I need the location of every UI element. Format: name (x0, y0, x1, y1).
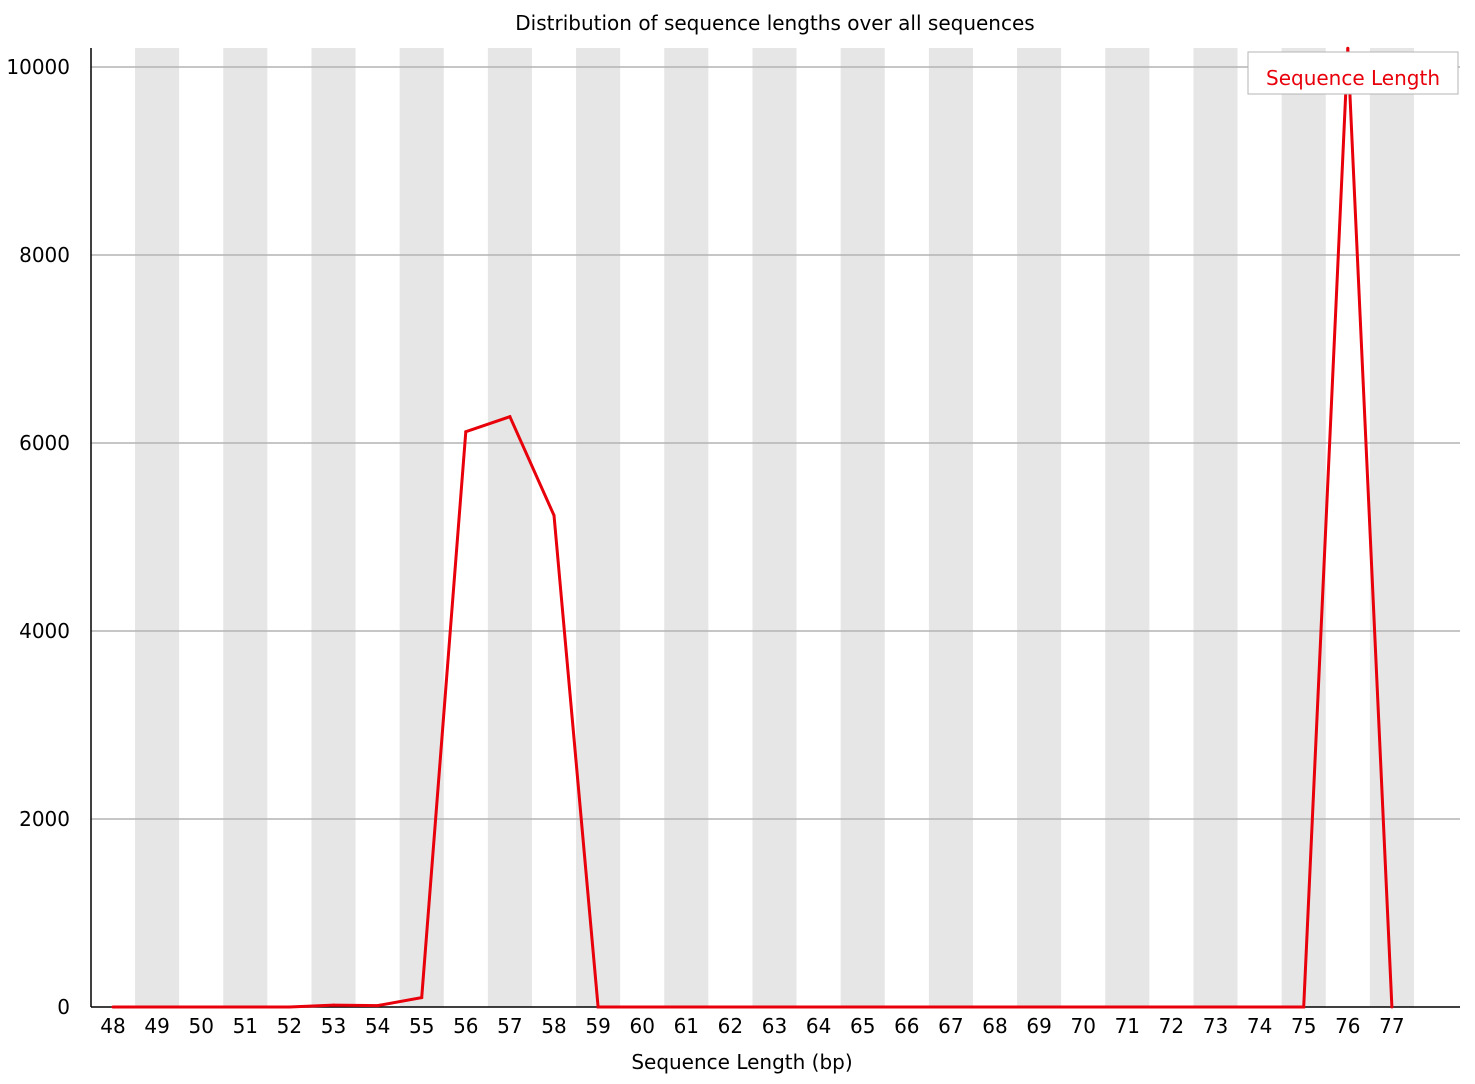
data-point-53 (332, 1003, 335, 1007)
data-point-62 (728, 1005, 732, 1009)
data-point-57 (508, 415, 512, 419)
x-tick-label-62: 62 (718, 1014, 743, 1038)
x-tick-label-50: 50 (188, 1014, 213, 1038)
band-57 (487, 48, 532, 1007)
x-tick-label-67: 67 (938, 1014, 963, 1038)
data-point-59 (596, 1005, 600, 1009)
band-51 (223, 48, 268, 1007)
data-point-56 (464, 430, 468, 434)
data-point-48 (111, 1005, 115, 1009)
x-tick-label-53: 53 (321, 1014, 346, 1038)
x-tick-label-51: 51 (233, 1014, 258, 1038)
data-point-71 (1125, 1005, 1129, 1009)
x-tick-label-49: 49 (144, 1014, 169, 1038)
data-point-55 (420, 996, 424, 1000)
legend: Sequence Length (1247, 51, 1459, 95)
y-tick-label-10000: 10000 (6, 55, 70, 79)
data-point-75 (1302, 1005, 1306, 1009)
data-point-49 (155, 1005, 159, 1009)
legend-entry-sequence-length: Sequence Length (1266, 66, 1440, 90)
x-tick-label-58: 58 (541, 1014, 566, 1038)
y-tick-label-4000: 4000 (19, 619, 70, 643)
band-75 (1281, 48, 1326, 1007)
x-tick-label-48: 48 (100, 1014, 125, 1038)
data-point-50 (199, 1005, 203, 1009)
x-tick-label-63: 63 (762, 1014, 787, 1038)
data-point-63 (773, 1005, 776, 1009)
x-tick-label-74: 74 (1247, 1014, 1272, 1038)
band-77 (1369, 48, 1414, 1007)
x-tick-label-56: 56 (453, 1014, 478, 1038)
band-49 (135, 48, 180, 1007)
x-tick-label-71: 71 (1115, 1014, 1140, 1038)
data-point-65 (861, 1005, 865, 1009)
x-tick-label-69: 69 (1026, 1014, 1051, 1038)
data-point-74 (1258, 1005, 1262, 1009)
x-tick-label-52: 52 (277, 1014, 302, 1038)
x-tick-label-57: 57 (497, 1014, 522, 1038)
legend-box (1247, 51, 1459, 95)
x-tick-label-65: 65 (850, 1014, 875, 1038)
data-point-61 (684, 1005, 688, 1009)
data-point-58 (552, 513, 556, 517)
data-point-68 (993, 1005, 997, 1009)
x-tick-label-55: 55 (409, 1014, 434, 1038)
y-tick-labels: 0 2000 4000 6000 8000 10000 (6, 55, 70, 1019)
y-tick-label-8000: 8000 (19, 243, 70, 267)
data-point-70 (1081, 1005, 1085, 1009)
series-lines (111, 46, 1394, 1009)
x-axis-label: Sequence Length (bp) (631, 1050, 852, 1074)
data-point-69 (1037, 1005, 1041, 1009)
alternating-bands (135, 48, 1414, 1007)
data-point-51 (243, 1005, 247, 1009)
x-tick-labels: 48 49 50 51 52 53 54 55 56 57 58 59 60 61 62 63 64 65 66 67… (100, 1014, 1404, 1038)
data-point-52 (287, 1005, 291, 1009)
x-tick-label-76: 76 (1335, 1014, 1360, 1038)
x-tick-label-77: 77 (1379, 1014, 1404, 1038)
data-point-73 (1214, 1005, 1217, 1009)
x-tick-label-75: 75 (1291, 1014, 1316, 1038)
x-tick-label-70: 70 (1070, 1014, 1095, 1038)
x-tick-label-66: 66 (894, 1014, 919, 1038)
data-point-66 (905, 1005, 909, 1009)
data-point-77 (1390, 1005, 1394, 1009)
chart-title: Distribution of sequence lengths over al… (515, 11, 1034, 35)
band-67 (928, 48, 973, 1007)
band-73 (1193, 48, 1238, 1007)
y-tick-label-2000: 2000 (19, 807, 70, 831)
y-tick-label-6000: 6000 (19, 431, 70, 455)
data-point-72 (1169, 1005, 1173, 1009)
band-55 (399, 48, 444, 1007)
x-tick-label-61: 61 (674, 1014, 699, 1038)
band-61 (664, 48, 709, 1007)
data-point-60 (640, 1005, 644, 1009)
y-tick-label-0: 0 (57, 995, 70, 1019)
x-tick-label-68: 68 (982, 1014, 1007, 1038)
x-tick-label-54: 54 (365, 1014, 390, 1038)
data-point-64 (817, 1005, 821, 1009)
horizontal-gridlines (91, 66, 1460, 820)
band-71 (1105, 48, 1150, 1007)
x-tick-label-64: 64 (806, 1014, 831, 1038)
band-53 (311, 48, 356, 1007)
x-tick-label-73: 73 (1203, 1014, 1228, 1038)
data-point-54 (376, 1004, 380, 1008)
x-tick-label-72: 72 (1159, 1014, 1184, 1038)
band-69 (1017, 48, 1062, 1007)
band-63 (752, 48, 797, 1007)
x-tick-label-60: 60 (629, 1014, 654, 1038)
band-65 (840, 48, 885, 1007)
data-point-67 (949, 1005, 953, 1009)
data-point-76 (1346, 46, 1350, 50)
band-59 (576, 48, 621, 1007)
series-line-0 (113, 48, 1394, 1009)
x-tick-label-59: 59 (585, 1014, 610, 1038)
